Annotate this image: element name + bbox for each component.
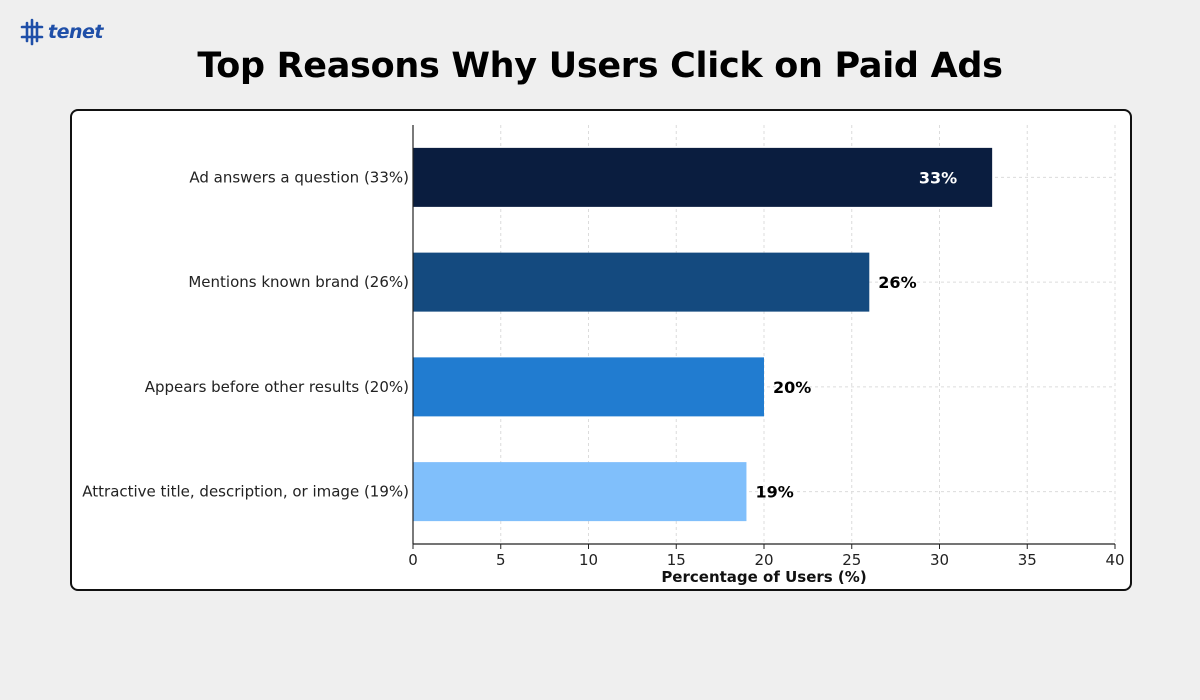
x-tick-label-8: 40 — [1105, 551, 1124, 569]
bar-chart: Ad answers a question (33%) 33% Mentions k… — [82, 125, 1125, 586]
x-tick-label-2: 10 — [579, 551, 598, 569]
category-label-0: Ad answers a question (33%) — [189, 168, 409, 186]
bar-1 — [413, 252, 870, 312]
value-label-0: 33% — [919, 168, 957, 187]
category-label-3: Attractive title, description, or image … — [82, 483, 409, 501]
bar-3 — [413, 462, 747, 522]
tenet-logo-icon — [20, 18, 44, 46]
x-tick-label-7: 35 — [1018, 551, 1037, 569]
x-tick-label-3: 15 — [667, 551, 686, 569]
bar-0 — [413, 147, 993, 207]
brand-name: tenet — [48, 21, 103, 43]
category-label-2: Appears before other results (20%) — [145, 378, 409, 396]
x-tick-label-6: 30 — [930, 551, 949, 569]
value-label-2: 20% — [773, 378, 811, 397]
brand-logo: tenet — [20, 18, 103, 46]
value-label-3: 19% — [755, 483, 793, 502]
category-label-1: Mentions known brand (26%) — [188, 273, 409, 291]
page-title: Top Reasons Why Users Click on Paid Ads — [197, 46, 1003, 86]
chart-card: Ad answers a question (33%) 33% Mentions k… — [70, 109, 1132, 591]
x-axis-label: Percentage of Users (%) — [661, 568, 866, 586]
bar-2 — [413, 357, 764, 417]
value-label-1: 26% — [878, 273, 916, 292]
x-tick-label-0: 0 — [408, 551, 418, 569]
x-tick-label-5: 25 — [842, 551, 861, 569]
x-tick-label-1: 5 — [496, 551, 506, 569]
x-tick-label-4: 20 — [754, 551, 773, 569]
